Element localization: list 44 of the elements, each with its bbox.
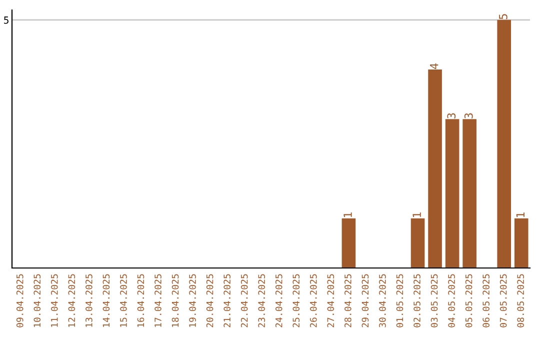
data-label: 1 — [412, 212, 421, 218]
x-tick-label: 13.04.2025 — [86, 274, 92, 327]
x-tick-label: 07.05.2025 — [500, 274, 507, 328]
x-tick-label: 25.04.2025 — [292, 274, 300, 328]
x-tick-label: 28.04.2025 — [344, 274, 352, 328]
x-tick-label: 27.04.2025 — [327, 274, 334, 328]
data-label: 3 — [464, 113, 473, 118]
x-tick-label: 14.04.2025 — [102, 274, 110, 327]
x-tick-label: 29.04.2025 — [362, 274, 369, 328]
x-tick-label: 24.04.2025 — [275, 274, 282, 328]
x-tick-label: 08.05.2025 — [517, 274, 524, 328]
x-tick-label: 05.05.2025 — [465, 274, 472, 328]
x-tick-label: 21.04.2025 — [224, 274, 230, 328]
x-tick-label: 18.04.2025 — [172, 274, 179, 327]
x-tick-label: 10.04.2025 — [34, 274, 41, 327]
bar — [445, 119, 460, 268]
x-tick-label: 26.04.2025 — [310, 274, 317, 328]
x-tick-label: 19.04.2025 — [189, 274, 196, 327]
data-label: 5 — [499, 14, 508, 20]
x-tick-label: 02.05.2025 — [414, 274, 420, 328]
bar — [410, 218, 425, 268]
x-tick-label: 15.04.2025 — [120, 274, 127, 327]
x-tick-label: 12.04.2025 — [68, 274, 76, 327]
bar — [428, 70, 442, 268]
data-label: 3 — [447, 113, 456, 118]
data-label: 4 — [430, 63, 438, 69]
data-label: 1 — [344, 212, 352, 218]
x-tick-label: 23.04.2025 — [258, 274, 266, 328]
x-tick-label: 01.05.2025 — [396, 274, 404, 328]
data-label: 1 — [516, 212, 524, 218]
bar — [342, 218, 356, 268]
x-tick-label: 03.05.2025 — [430, 274, 438, 328]
x-tick-label: 06.05.2025 — [482, 274, 490, 328]
x-tick-label: 09.04.2025 — [16, 274, 24, 328]
x-tick-label: 20.04.2025 — [206, 274, 214, 328]
bar — [462, 119, 476, 268]
bar — [497, 20, 512, 268]
x-tick-label: 22.04.2025 — [240, 274, 248, 328]
x-tick-label: 04.05.2025 — [448, 274, 455, 328]
x-tick-label: 11.04.2025 — [50, 274, 58, 327]
x-tick-label: 30.04.2025 — [379, 274, 386, 328]
x-tick-label: 16.04.2025 — [137, 274, 144, 327]
x-tick-label: 17.04.2025 — [154, 274, 162, 327]
bar — [514, 218, 528, 268]
